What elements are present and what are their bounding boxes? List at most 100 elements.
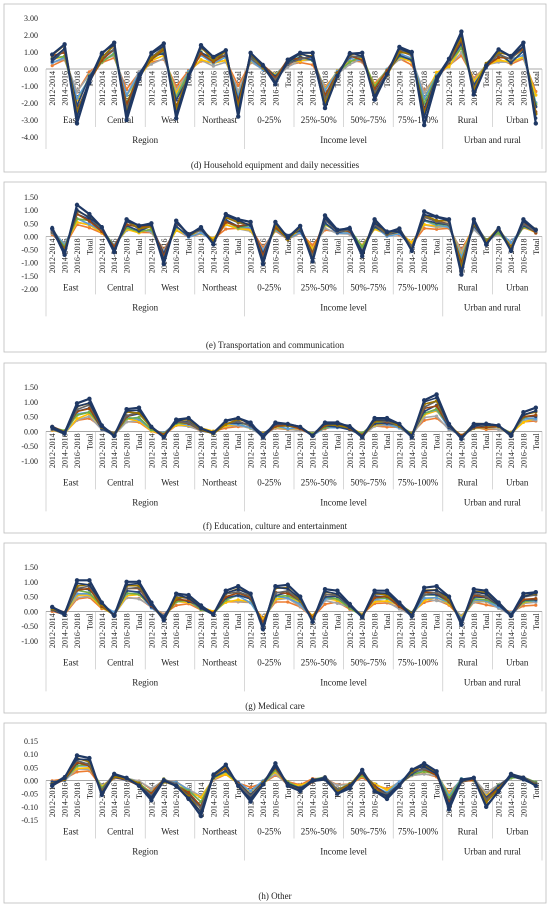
data-point [521, 420, 526, 425]
group-label: 25%-50% [301, 477, 337, 487]
series-line [51, 754, 537, 818]
data-point [99, 600, 105, 605]
data-point [323, 602, 327, 606]
x-category-label: 2016-2018 [222, 433, 231, 468]
x-category-label: 2016-2018 [73, 238, 82, 273]
x-category-label: 2014-2016 [408, 71, 417, 106]
data-point [174, 116, 179, 121]
data-point [335, 588, 340, 593]
data-point [422, 122, 427, 128]
y-tick-label: 0.10 [24, 750, 38, 759]
data-point [534, 413, 538, 417]
series-line [51, 30, 537, 127]
x-category-label: Total [482, 613, 491, 630]
data-point [149, 56, 153, 60]
x-category-label: 2016-2018 [519, 613, 528, 648]
x-category-label: Total [85, 782, 94, 799]
x-category-label: 2016-2018 [371, 433, 380, 468]
x-category-label: 2012-2014 [296, 71, 305, 106]
supergroup-label: Urban and rural [464, 135, 521, 145]
data-point [434, 584, 439, 589]
data-point [62, 430, 67, 436]
x-category-label: Total [135, 238, 144, 255]
x-category-label: 2012-2014 [445, 433, 454, 468]
x-category-label: Total [85, 238, 94, 255]
data-point [496, 423, 501, 428]
data-point [75, 770, 79, 774]
data-point [273, 219, 278, 225]
x-category-label: 2012-2014 [495, 433, 504, 468]
data-point [236, 783, 241, 788]
x-category-label: 2014-2016 [408, 613, 417, 648]
x-category-label: Total [532, 70, 541, 87]
x-category-label: Total [284, 70, 293, 87]
x-category-label: 2016-2018 [123, 613, 132, 648]
x-category-label: 2014-2016 [358, 71, 367, 106]
panel-border [3, 722, 547, 904]
data-point [223, 48, 228, 53]
x-category-label: 2016-2018 [321, 433, 330, 468]
data-point [496, 600, 501, 605]
data-point [497, 58, 501, 62]
x-category-label: 2014-2016 [110, 238, 119, 273]
data-point [298, 50, 303, 56]
x-category-label: 2012-2014 [147, 71, 156, 106]
x-category-label: 2016-2018 [222, 71, 231, 106]
supergroup-label: Urban and rural [464, 497, 521, 507]
supergroup-label: Region [132, 677, 158, 687]
data-point [211, 430, 216, 436]
panel-border [3, 362, 547, 534]
data-point [335, 601, 339, 605]
group-label: Rural [458, 477, 478, 487]
x-category-label: Total [433, 613, 442, 630]
group-label: 25%-50% [301, 115, 337, 125]
data-point [211, 242, 216, 247]
y-tick-label: 1.00 [24, 398, 38, 407]
series-0 [50, 392, 538, 441]
group-label: Northeast [202, 827, 237, 837]
x-category-label: 2014-2016 [457, 783, 466, 818]
x-category-label: 2014-2016 [507, 433, 516, 468]
x-category-label: Total [333, 70, 342, 87]
data-point [62, 42, 67, 47]
data-point [224, 422, 228, 426]
data-point [384, 588, 390, 593]
group-label: West [161, 657, 179, 667]
y-tick-label: -2.00 [21, 285, 38, 294]
x-category-label: 2012-2014 [48, 613, 57, 648]
group-label: West [161, 477, 179, 487]
data-point [211, 64, 215, 68]
data-point [124, 579, 129, 584]
data-point [471, 217, 476, 222]
data-point [161, 435, 166, 440]
x-category-label: 2014-2016 [61, 71, 70, 106]
data-point [534, 93, 538, 97]
data-point [174, 417, 179, 422]
group-label: Urban [506, 477, 529, 487]
data-point [136, 405, 142, 410]
x-category-label: Total [333, 613, 342, 630]
group-label: 50%-75% [350, 657, 386, 667]
data-point [161, 618, 166, 623]
x-category-label: 2016-2018 [271, 71, 280, 106]
data-point [422, 761, 427, 766]
group-label: East [63, 115, 79, 125]
x-category-label: 2016-2018 [420, 433, 429, 468]
group-label: 50%-75% [350, 477, 386, 487]
x-category-label: Total [185, 433, 194, 450]
y-tick-label: 0.00 [24, 232, 38, 241]
series-0 [50, 753, 538, 819]
data-point [224, 220, 228, 224]
data-point [236, 114, 241, 119]
group-label: Rural [458, 115, 478, 125]
y-tick-label: -0.50 [21, 622, 38, 631]
x-category-label: 2014-2016 [209, 783, 218, 818]
x-category-label: 2012-2014 [395, 71, 404, 106]
data-point [224, 227, 228, 231]
y-tick-label: 1.00 [24, 48, 38, 57]
data-point [75, 413, 79, 417]
x-category-label: Total [135, 613, 144, 630]
x-category-label: Total [333, 238, 342, 255]
x-category-label: 2014-2016 [309, 433, 318, 468]
